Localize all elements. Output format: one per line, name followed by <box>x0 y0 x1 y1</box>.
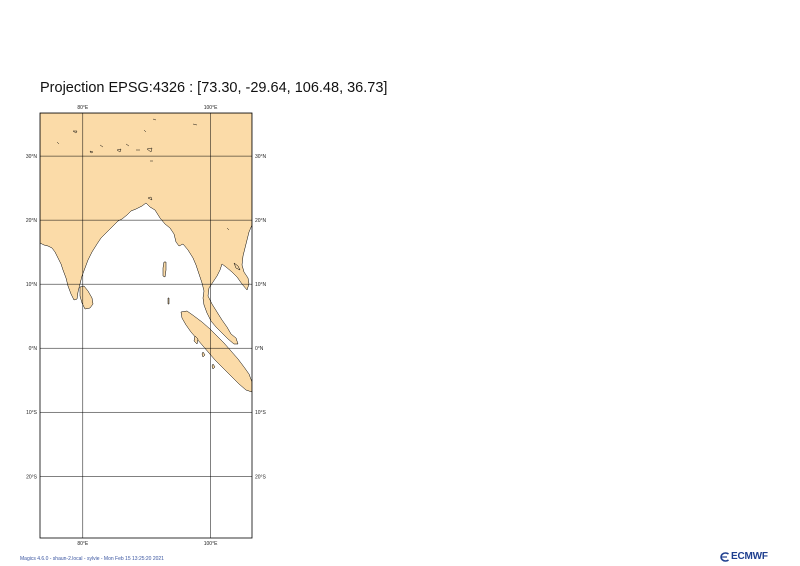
ecmwf-logo-text: ECMWF <box>731 551 768 562</box>
lon-tick-label-bottom: 100°E <box>204 541 218 547</box>
lake-10 <box>152 118 157 121</box>
land-nicobar-islands <box>167 297 170 305</box>
land-nias <box>201 351 206 358</box>
land-mentawai <box>211 363 216 370</box>
lat-tick-label-left: 10°S <box>26 410 38 416</box>
lat-tick-label-right: 20°S <box>255 474 267 480</box>
lat-tick-label-right: 30°N <box>255 154 267 160</box>
land-sri-lanka <box>79 285 94 310</box>
lake-11 <box>192 123 198 126</box>
lake-2 <box>56 141 60 145</box>
lon-tick-label-top: 80°E <box>77 105 89 111</box>
lake-8 <box>146 147 153 153</box>
lat-tick-label-right: 10°S <box>255 410 267 416</box>
tick-labels: 80°E 80°E 100°E 100°E 30°N 30°N 20°N 20°N 10°N 10… <box>26 105 267 547</box>
lake-13 <box>226 227 230 231</box>
lake-6 <box>125 143 130 147</box>
ecmwf-logo-icon <box>720 551 729 562</box>
land-hainan-coast <box>233 262 241 271</box>
lake-3 <box>89 150 94 154</box>
land-mainland <box>40 113 252 345</box>
lake-12 <box>143 129 147 133</box>
land-andaman-islands <box>162 261 167 278</box>
map-frame <box>39 112 253 539</box>
lake-5 <box>116 148 122 153</box>
lake-14 <box>147 196 153 201</box>
lat-tick-label-left: 20°N <box>26 218 38 224</box>
lon-tick-label-top: 100°E <box>204 105 218 111</box>
lon-tick-label-bottom: 80°E <box>77 541 89 547</box>
lat-tick-label-right: 20°N <box>255 218 267 224</box>
lat-tick-label-left: 0°N <box>29 346 38 352</box>
ecmwf-logo: ECMWF <box>719 551 768 562</box>
lat-tick-label-right: 0°N <box>255 346 264 352</box>
lat-tick-label-right: 10°N <box>255 282 267 288</box>
lake-4 <box>99 144 104 148</box>
map-title: Projection EPSG:4326 : [73.30, -29.64, 1… <box>40 80 388 96</box>
footer-text: Magics 4.6.0 - shaun-2.local - sylvie - … <box>20 556 164 562</box>
lat-tick-label-left: 20°S <box>26 474 38 480</box>
graticule <box>40 113 252 538</box>
lat-tick-label-left: 30°N <box>26 154 38 160</box>
land-simeulue <box>193 335 199 345</box>
lat-tick-label-left: 10°N <box>26 282 38 288</box>
lake-1 <box>72 130 78 134</box>
